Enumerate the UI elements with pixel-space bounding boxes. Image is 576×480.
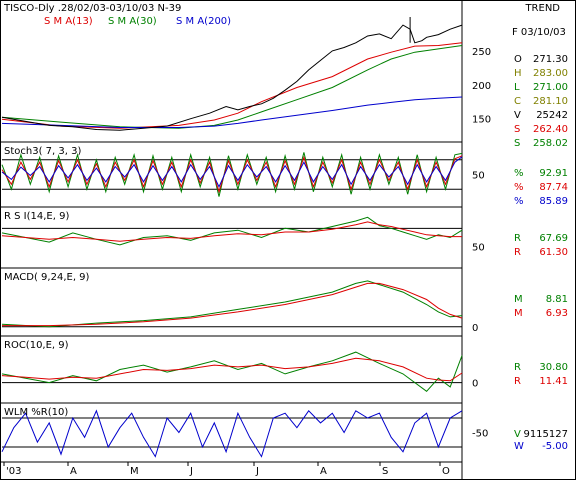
value-label: R	[514, 376, 521, 387]
value-text: 9115127	[523, 429, 568, 440]
value-text: 8.81	[546, 294, 568, 305]
y-tick-label: -50	[472, 429, 488, 440]
y-tick-label: 50	[472, 243, 485, 254]
info-value: 271.30	[533, 54, 568, 65]
value-text: 6.93	[546, 308, 568, 319]
info-label: H	[514, 68, 522, 79]
value-text: 67.69	[539, 233, 568, 244]
y-tick-label: 200	[472, 81, 491, 92]
value-text: 85.89	[539, 196, 568, 207]
value-label: W	[514, 441, 524, 452]
y-tick-label: 0	[472, 379, 478, 390]
info-value: 258.02	[533, 138, 568, 149]
x-tick-label: J	[255, 466, 259, 477]
y-tick-label: 150	[472, 115, 491, 126]
series-line	[1, 280, 463, 328]
value-text: 87.74	[539, 182, 568, 193]
value-label: M	[514, 308, 523, 319]
panel-title: Stoch3( 7, 3, 3)	[4, 146, 81, 157]
y-tick-label: 50	[472, 171, 485, 182]
info-label: L	[514, 82, 520, 93]
info-label: O	[514, 54, 522, 65]
value-label: M	[514, 294, 523, 305]
chart-title: TISCO-Dly .28/02/03-03/10/03 N-39	[3, 3, 181, 14]
info-label: C	[514, 96, 521, 107]
info-value: 25242	[536, 110, 568, 121]
info-value: 281.10	[533, 96, 568, 107]
value-text: 11.41	[539, 376, 568, 387]
value-label: R	[514, 247, 521, 258]
trend-label: TREND	[524, 3, 560, 14]
value-label: V	[514, 429, 521, 440]
y-tick-label: 250	[472, 47, 491, 58]
x-tick-label: O	[442, 466, 450, 477]
series-line	[1, 409, 463, 458]
series-line	[1, 221, 462, 242]
info-value: 283.00	[533, 68, 568, 79]
series-line	[1, 156, 463, 189]
x-tick-label: J	[189, 466, 193, 477]
value-text: 61.30	[539, 247, 568, 258]
panel-plots	[1, 17, 463, 458]
info-label: V	[514, 110, 521, 121]
info-value: 262.40	[533, 124, 568, 135]
value-label: R	[514, 233, 521, 244]
x-tick-label: S	[382, 466, 388, 477]
value-text: 30.80	[539, 362, 568, 373]
info-date: F 03/10/03	[512, 27, 566, 38]
panel-title: R S I(14,E, 9)	[4, 211, 69, 222]
y-tick-label: 0	[472, 323, 478, 334]
series-line	[1, 357, 463, 382]
legend-entry: S M A(30)	[108, 16, 157, 27]
series-line	[1, 96, 463, 128]
info-label: S	[514, 138, 520, 149]
panel-title: WLM %R(10)	[4, 407, 68, 418]
panel-title: MACD( 9,24,E, 9)	[4, 272, 90, 283]
x-tick-label: '03	[6, 466, 21, 477]
x-tick-label: A	[320, 466, 327, 477]
panel-title: ROC(10,E, 9)	[4, 340, 69, 351]
value-text: 92.91	[539, 168, 568, 179]
x-tick-label: M	[130, 466, 139, 477]
value-label: R	[514, 362, 521, 373]
value-text: -5.00	[542, 441, 568, 452]
legend-entry: S M A(200)	[176, 16, 231, 27]
value-label: %	[514, 182, 524, 193]
value-label: %	[514, 168, 524, 179]
legend-entry: S M A(13)	[44, 16, 93, 27]
panel-texts: TISCO-Dly .28/02/03-03/10/03 N-39 TREND S …	[3, 3, 568, 477]
series-line	[1, 24, 463, 131]
series-line	[2, 282, 463, 327]
x-tick-label: A	[70, 466, 77, 477]
info-label: S	[514, 124, 520, 135]
info-value: 271.00	[533, 82, 568, 93]
value-label: %	[514, 196, 524, 207]
